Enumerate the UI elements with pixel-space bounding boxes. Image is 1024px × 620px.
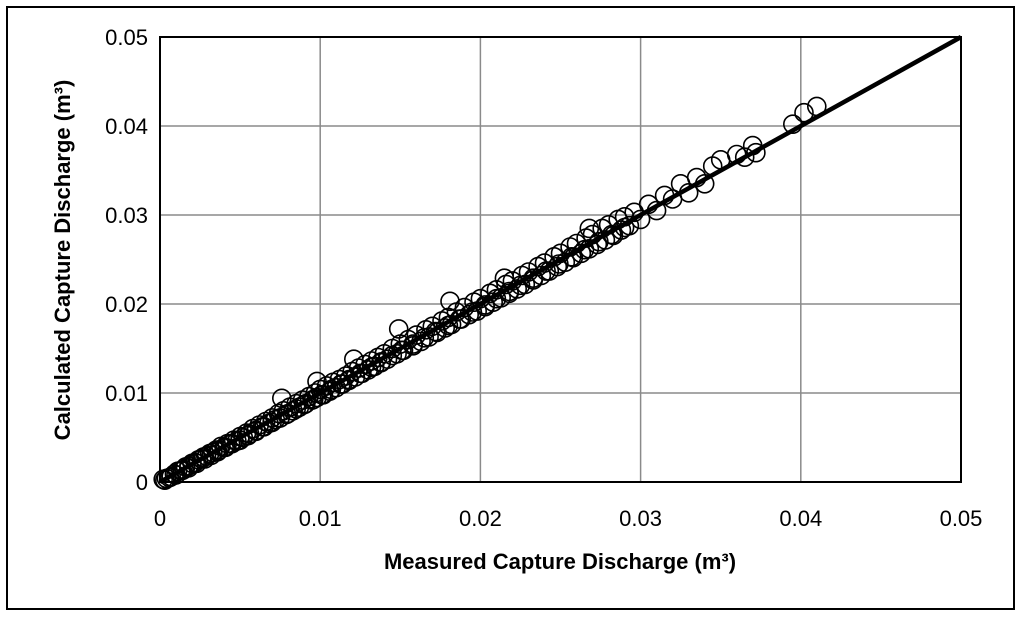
y-tick-label: 0 [136, 470, 148, 495]
x-tick-label: 0.03 [619, 506, 662, 531]
equality-line [158, 35, 963, 484]
x-axis-title: Measured Capture Discharge (m³) [384, 549, 736, 574]
data-point [388, 319, 409, 339]
data-point [166, 465, 186, 485]
line-of-equality [158, 35, 963, 484]
y-axis-title: Calculated Capture Discharge (m³) [50, 80, 75, 441]
x-tick-label: 0.01 [299, 506, 342, 531]
x-tick-label: 0.04 [779, 506, 822, 531]
y-tick-label: 0.04 [105, 114, 148, 139]
data-point [271, 388, 292, 409]
data-point [494, 268, 515, 289]
grid-lines [160, 37, 961, 482]
y-tick-label: 0.03 [105, 203, 148, 228]
data-point [440, 291, 460, 312]
x-tick-label: 0.05 [940, 506, 983, 531]
y-axis-ticks: 0 0.01 0.02 0.03 0.04 0.05 [105, 25, 148, 495]
y-tick-label: 0.02 [105, 292, 148, 317]
plot-area-outline [159, 36, 962, 483]
chart-frame [6, 6, 1015, 610]
plot-area-border [159, 36, 962, 483]
x-tick-label: 0.02 [459, 506, 502, 531]
x-tick-label: 0 [154, 506, 166, 531]
y-tick-label: 0.05 [105, 25, 148, 50]
y-tick-label: 0.01 [105, 381, 148, 406]
data-point [579, 218, 600, 239]
data-point [746, 142, 766, 163]
x-axis-ticks: 0 0.01 0.02 0.03 0.04 0.05 [154, 506, 983, 531]
data-point [343, 349, 364, 370]
data-point [155, 470, 175, 491]
data-point [307, 371, 327, 392]
